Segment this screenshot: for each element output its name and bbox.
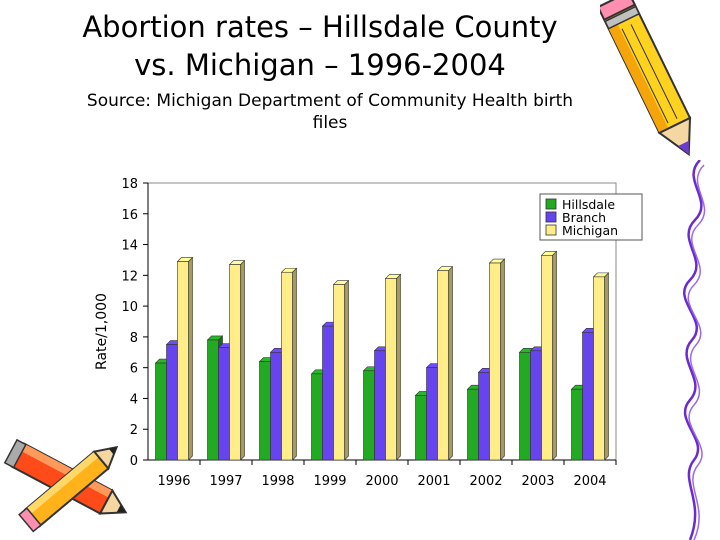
y-axis-label: Rate/1,000 (94, 293, 110, 370)
bar-hillsdale-2004 (571, 388, 583, 461)
bar-branch-1999 (322, 325, 334, 461)
bar-michigan-2003 (541, 255, 553, 461)
subtitle-line-1: Source: Michigan Department of Community… (86, 91, 574, 111)
bar-branch-2001 (426, 367, 438, 461)
bar-side (240, 259, 245, 461)
bar-branch-2003 (530, 350, 542, 461)
bar-michigan-2000 (385, 278, 397, 461)
bar-michigan-2002 (489, 262, 501, 461)
pencil-icon (600, 0, 692, 157)
legend-swatch-hillsdale (545, 198, 557, 210)
legend (539, 193, 643, 241)
bar-branch-1997 (218, 347, 230, 461)
bar-hillsdale-1998 (259, 361, 271, 461)
squiggle-line (683, 160, 706, 540)
y-tick-label: 14 (121, 239, 138, 254)
legend-label-michigan: Michigan (562, 223, 618, 238)
bar-michigan-1997 (229, 264, 241, 461)
bar-branch-2000 (374, 350, 386, 461)
pencils-icon (3, 438, 128, 533)
y-tick-label: 10 (121, 300, 138, 315)
x-tick-label: 2000 (365, 474, 398, 489)
bar-side (448, 265, 453, 461)
x-tick-label: 1998 (261, 474, 294, 489)
x-tick-label: 1997 (209, 474, 242, 489)
bar-side (292, 267, 297, 461)
bar-side (500, 258, 505, 461)
legend-label-hillsdale: Hillsdale (562, 197, 615, 212)
bar-michigan-1998 (281, 271, 293, 461)
x-tick-label: 2003 (521, 474, 554, 489)
bar-hillsdale-2003 (519, 351, 531, 461)
bar-side (396, 273, 401, 461)
x-tick-label: 2002 (469, 474, 502, 489)
bar-michigan-2001 (437, 270, 449, 461)
bar-side (604, 272, 609, 461)
title-line-2: vs. Michigan – 1996-2004 (134, 48, 506, 82)
bar-side (188, 256, 193, 461)
legend-swatch-michigan (545, 224, 557, 236)
y-tick-label: 6 (130, 362, 138, 377)
x-tick-label: 2004 (573, 474, 606, 489)
slide-subtitle: Source: Michigan Department of Community… (40, 90, 620, 134)
bar-michigan-1999 (333, 284, 345, 461)
bar-branch-2004 (582, 331, 594, 461)
bar-michigan-1996 (177, 261, 189, 461)
subtitle-line-2: files (312, 113, 348, 133)
y-tick-label: 2 (130, 423, 138, 438)
y-tick-label: 0 (130, 454, 138, 469)
y-tick-label: 12 (121, 269, 138, 284)
y-tick-label: 18 (121, 177, 138, 192)
legend-label-branch: Branch (562, 210, 606, 225)
bar-branch-2002 (478, 371, 490, 461)
slide-title: Abortion rates – Hillsdale County vs. Mi… (40, 8, 600, 84)
x-tick-label: 1999 (313, 474, 346, 489)
x-tick-label: 1996 (157, 474, 190, 489)
bar-side (344, 279, 349, 461)
bar-branch-1996 (166, 344, 178, 461)
y-tick-label: 16 (121, 208, 138, 223)
legend-swatch-branch (545, 211, 557, 223)
bar-hillsdale-2000 (363, 370, 375, 461)
y-tick-label: 8 (130, 331, 138, 346)
bar-hillsdale-2001 (415, 395, 427, 461)
x-tick-label: 2001 (417, 474, 450, 489)
bar-hillsdale-1996 (155, 362, 167, 461)
y-tick-label: 4 (130, 392, 138, 407)
bar-michigan-2004 (593, 276, 605, 461)
bar-side (552, 250, 557, 461)
bar-hillsdale-1999 (311, 373, 323, 461)
bar-hillsdale-2002 (467, 388, 479, 461)
title-line-1: Abortion rates – Hillsdale County (82, 10, 558, 44)
bar-hillsdale-1997 (207, 339, 219, 461)
bar-branch-1998 (270, 351, 282, 461)
